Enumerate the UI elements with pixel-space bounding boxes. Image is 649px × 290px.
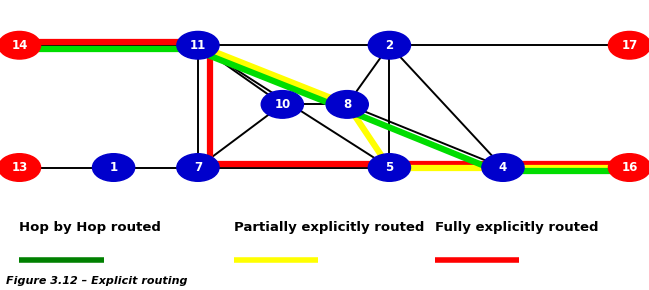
Ellipse shape (0, 31, 40, 59)
Text: 7: 7 (194, 161, 202, 174)
Text: Fully explicitly routed: Fully explicitly routed (435, 221, 598, 234)
Text: 5: 5 (386, 161, 393, 174)
Text: 13: 13 (11, 161, 28, 174)
Ellipse shape (369, 154, 410, 181)
Text: Partially explicitly routed: Partially explicitly routed (234, 221, 424, 234)
Ellipse shape (92, 154, 135, 181)
Text: 17: 17 (621, 39, 638, 52)
Text: 4: 4 (499, 161, 507, 174)
Text: Hop by Hop routed: Hop by Hop routed (19, 221, 162, 234)
Ellipse shape (482, 154, 524, 181)
Ellipse shape (369, 31, 410, 59)
Text: 8: 8 (343, 98, 351, 111)
Ellipse shape (261, 90, 304, 118)
Text: 11: 11 (190, 39, 206, 52)
Ellipse shape (609, 154, 649, 181)
Text: 16: 16 (621, 161, 638, 174)
Text: 2: 2 (386, 39, 393, 52)
Text: Figure 3.12 – Explicit routing: Figure 3.12 – Explicit routing (6, 276, 188, 286)
Ellipse shape (177, 154, 219, 181)
Ellipse shape (0, 154, 40, 181)
Ellipse shape (177, 31, 219, 59)
Text: 1: 1 (110, 161, 117, 174)
Text: 14: 14 (11, 39, 28, 52)
Text: 10: 10 (274, 98, 291, 111)
Ellipse shape (326, 90, 369, 118)
Ellipse shape (609, 31, 649, 59)
